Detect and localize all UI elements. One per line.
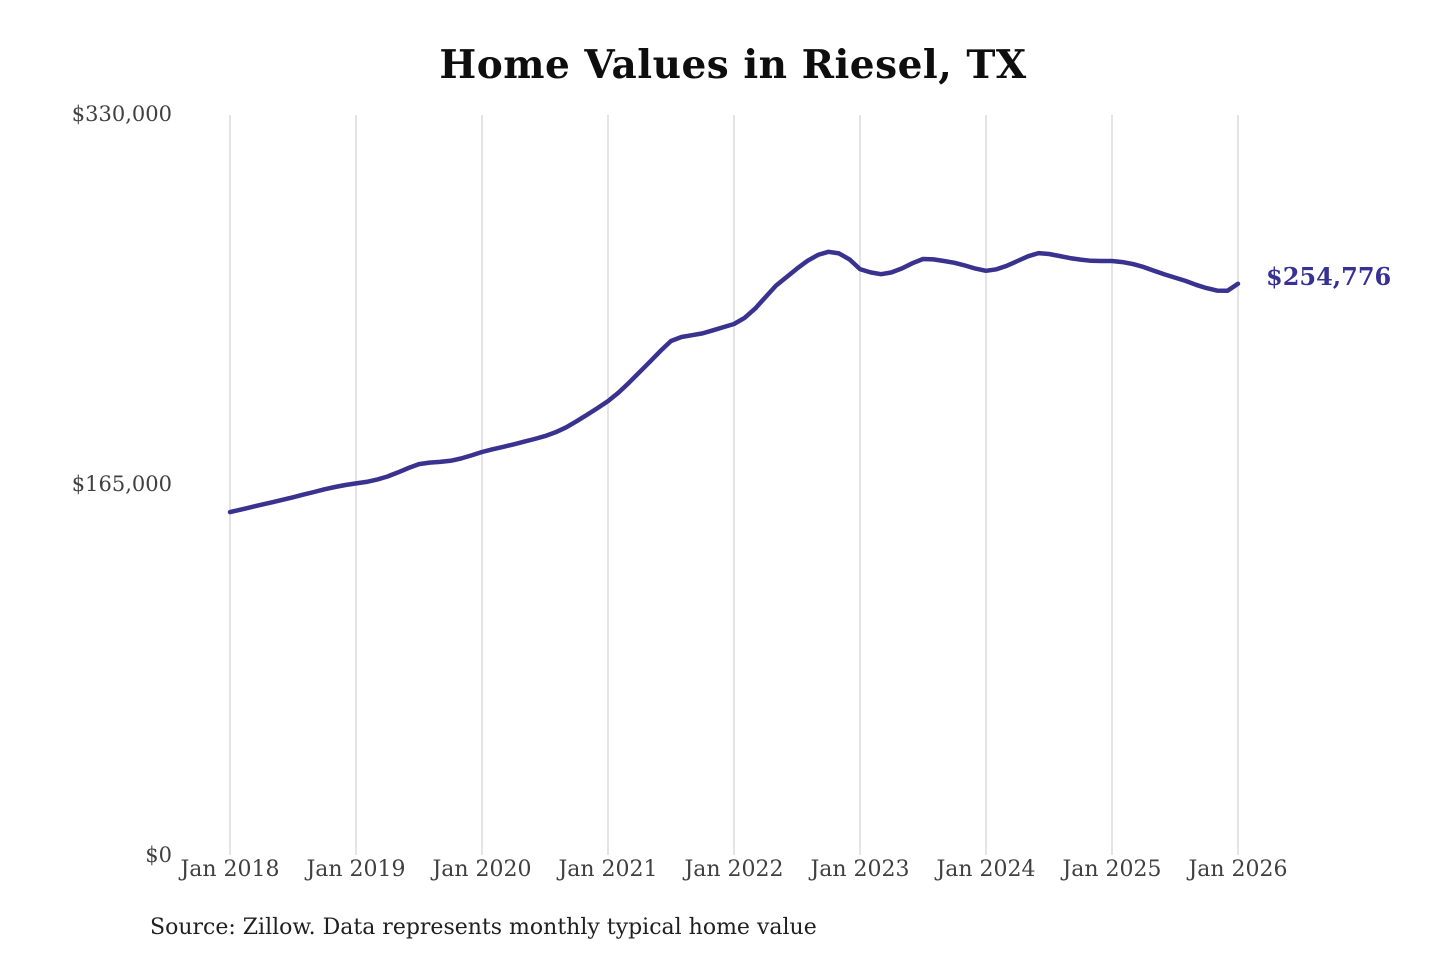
source-note: Source: Zillow. Data represents monthly … — [150, 915, 817, 940]
x-axis-tick-label: Jan 2026 — [1188, 857, 1288, 882]
x-axis-tick-label: Jan 2023 — [810, 857, 910, 882]
x-axis-tick-label: Jan 2020 — [432, 857, 532, 882]
x-axis-tick-label: Jan 2025 — [1062, 857, 1162, 882]
x-axis-tick-label: Jan 2024 — [936, 857, 1036, 882]
gridlines-group — [229, 115, 1239, 855]
x-axis-tick-label: Jan 2018 — [180, 857, 280, 882]
chart-title: Home Values in Riesel, TX — [439, 42, 1027, 88]
y-axis-tick-label: $0 — [145, 843, 172, 867]
y-axis-tick-label: $165,000 — [71, 472, 172, 496]
x-axis-tick-label: Jan 2022 — [684, 857, 784, 882]
x-axis-tick-label: Jan 2021 — [558, 857, 658, 882]
x-axis-tick-label: Jan 2019 — [306, 857, 406, 882]
home-value-series-line — [227, 249, 1241, 515]
y-axis-tick-label: $330,000 — [71, 102, 172, 126]
series-end-value-label: $254,776 — [1266, 262, 1392, 291]
